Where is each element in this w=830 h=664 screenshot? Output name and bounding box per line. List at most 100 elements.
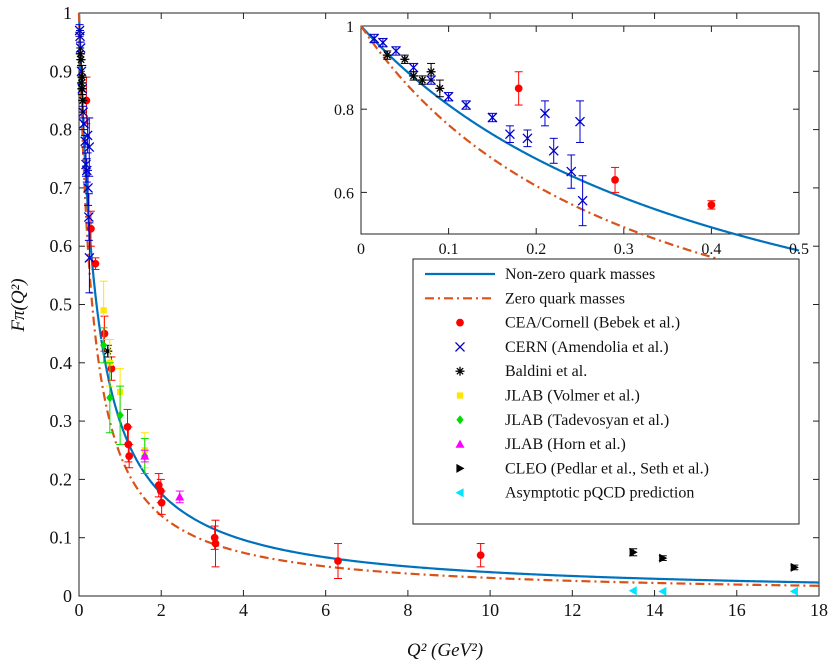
inset-point-cern-amendolia-et-al (575, 116, 585, 127)
inset-point-cern-amendolia-et-al-stroke (377, 37, 388, 48)
legend-items: Non-zero quark masses Zero quark masses CE… (425, 266, 709, 502)
inset-xtick-label: 0.4 (701, 241, 721, 258)
main-xtick-label: 6 (321, 600, 330, 620)
inset-xtick-label: 0.1 (439, 241, 459, 258)
main-ytick-label: 1 (63, 3, 72, 23)
inset-point-cern-amendolia-et-al-stroke (577, 195, 588, 206)
main-point-asymptotic-pqcd-prediction (658, 586, 667, 596)
main-curve-non-zero-quark-masses (77, 12, 820, 584)
legend-entry-asymptotic-pqcd-prediction: Asymptotic pQCD prediction (455, 485, 694, 502)
main-data-points (74, 24, 799, 596)
legend-entry-baldini-et-al: Baldini et al. (455, 363, 587, 380)
inset-point-baldini-et-al (382, 50, 392, 60)
inset-curve-non-zero-quark-masses (360, 25, 800, 252)
main-point-cea-cornell-bebek-et-al (157, 498, 166, 507)
legend-marker-asymptotic-pqcd-prediction (455, 488, 464, 498)
inset-point-cern-amendolia-et-al-stroke (487, 112, 498, 123)
x-axis-label: Q² (GeV²) (407, 640, 483, 661)
main-ytick-label: 0 (63, 586, 72, 606)
legend-entry-cea-cornell-bebek-et-al: CEA/Cornell (Bebek et al.) (456, 315, 680, 332)
inset-point-cern-amendolia-et-al (408, 62, 419, 73)
main-point-jlab-tadevosyan-et-al (106, 393, 114, 403)
legend-entry-jlab-horn-et-al: JLAB (Horn et al.) (455, 436, 626, 453)
inset-point-cern-amendolia-et-al (377, 37, 388, 48)
main-xtick-label: 14 (646, 600, 664, 620)
main-ytick-label: 0.2 (50, 469, 73, 489)
main-point-jlab-volmer-et-al (100, 307, 107, 314)
legend: Non-zero quark masses Zero quark masses CE… (412, 258, 800, 525)
main-point-cern-amendolia-et-al (83, 212, 94, 223)
inset-point-baldini-et-al (435, 83, 445, 93)
inset-point-cern-amendolia-et-al (522, 133, 533, 144)
legend-label-baldini-et-al: Baldini et al. (505, 363, 587, 380)
inset-point-baldini-et-al-stroke (418, 76, 426, 84)
main-xtick-label: 12 (563, 600, 581, 620)
main-xtick-label: 10 (481, 600, 499, 620)
legend-label-jlab-tadevosyan-et-al: JLAB (Tadevosyan et al.) (505, 412, 669, 429)
inset-xtick-label: 0.3 (614, 241, 634, 258)
main-curves (77, 12, 820, 587)
legend-label-zero-quark-masses: Zero quark masses (505, 290, 625, 307)
inset-xtick-label: 0.2 (526, 241, 546, 258)
inset-ytick-label: 1 (346, 19, 354, 36)
inset-point-baldini-et-al-stroke (401, 55, 409, 63)
inset-axes-frame (360, 25, 800, 235)
legend-entry-cleo-pedlar-et-al-seth-et-al: CLEO (Pedlar et al., Seth et al.) (456, 460, 709, 477)
legend-entry-non-zero-quark-masses: Non-zero quark masses (425, 266, 655, 283)
main-point-baldini-et-al (76, 55, 86, 65)
inset-point-cea-cornell-bebek-et-al (707, 201, 716, 209)
legend-label-cea-cornell-bebek-et-al: CEA/Cornell (Bebek et al.) (505, 315, 680, 332)
main-point-cern-amendolia-et-al (75, 31, 85, 42)
legend-label-jlab-volmer-et-al: JLAB (Volmer et al.) (505, 388, 640, 405)
main-series-jlab-horn-et-al (140, 449, 185, 504)
legend-marker-cern-amendolia-et-al-stroke (455, 341, 465, 352)
inset-point-cern-amendolia-et-al-stroke (540, 108, 550, 119)
legend-entry-jlab-tadevosyan-et-al: JLAB (Tadevosyan et al.) (456, 412, 669, 429)
inset-point-baldini-et-al-stroke (409, 72, 418, 80)
main-point-jlab-tadevosyan-et-al (100, 340, 108, 350)
main-xtick-label: 0 (75, 600, 84, 620)
inset-point-baldini-et-al (426, 67, 436, 77)
main-tick-labels: 0 2 4 6 8 10 12 14 16 1800.10.20.30.40.50.60.70.8… (50, 3, 829, 620)
inset-point-baldini-et-al-stroke (436, 84, 444, 93)
main-series-cleo-pedlar-et-al-seth-et-al (629, 547, 799, 572)
main-point-baldini-et-al-stroke (79, 96, 87, 105)
main-ytick-label: 0.9 (50, 61, 73, 81)
legend-entry-cern-amendolia-et-al: CERN (Amendolia et al.) (455, 339, 669, 356)
main-series-jlab-tadevosyan-et-al (99, 327, 149, 475)
inset-point-baldini-et-al (417, 75, 427, 85)
inset-series-cern-amendolia-et-al (369, 33, 588, 227)
main-ytick-label: 0.3 (50, 411, 73, 431)
inset-point-baldini-et-al (400, 54, 410, 64)
inset-point-cern-amendolia-et-al-stroke (408, 62, 419, 73)
main-ytick-label: 0.1 (50, 528, 73, 548)
inset-point-cern-amendolia-et-al (548, 145, 559, 156)
main-point-baldini-et-al (78, 95, 88, 105)
main-point-cern-amendolia-et-al-stroke (76, 66, 87, 77)
inset-point-cern-amendolia-et-al (369, 33, 380, 44)
main-ytick-label: 0.7 (50, 178, 73, 198)
inset-ytick-label: 0.6 (334, 185, 354, 202)
main-curve-zero-quark-masses (77, 12, 820, 587)
main-ytick-label: 0.6 (50, 236, 73, 256)
main-point-cern-amendolia-et-al (82, 130, 93, 141)
main-xtick-label: 8 (403, 600, 412, 620)
inset-ytick-label: 0.8 (334, 102, 354, 119)
main-series-asymptotic-pqcd-prediction (628, 586, 798, 596)
inset-series-cea-cornell-bebek-et-al (514, 71, 716, 210)
inset-point-cern-amendolia-et-al (461, 100, 472, 110)
inset-xtick-label: 0.5 (789, 241, 809, 258)
main-point-cea-cornell-bebek-et-al (334, 557, 342, 565)
main-point-cern-amendolia-et-al (78, 118, 89, 129)
main-point-cea-cornell-bebek-et-al (100, 329, 109, 338)
main-point-cea-cornell-bebek-et-al (107, 364, 116, 373)
main-point-cleo-pedlar-et-al-seth-et-al (629, 547, 638, 557)
inset-point-cern-amendolia-et-al-stroke (504, 129, 515, 140)
main-point-baldini-et-al-stroke (77, 56, 85, 64)
main-point-cern-amendolia-et-al-stroke (82, 130, 93, 141)
main-point-jlab-horn-et-al (175, 492, 185, 501)
main-point-cern-amendolia-et-al-stroke (80, 136, 91, 147)
main-point-baldini-et-al-stroke (78, 73, 86, 81)
legend-entry-jlab-volmer-et-al: JLAB (Volmer et al.) (456, 388, 640, 405)
